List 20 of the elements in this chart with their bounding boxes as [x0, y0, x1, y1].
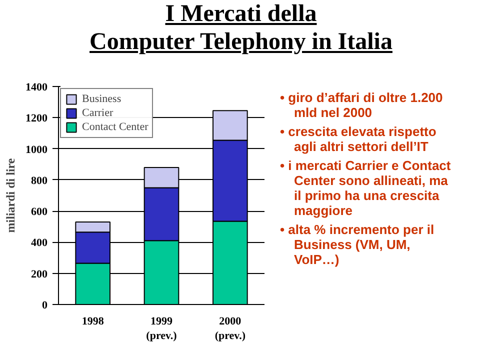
- y-tick-label: 400: [31, 237, 48, 250]
- x-tick-label: 1998: [82, 316, 104, 328]
- y-tick-label: 0: [42, 300, 48, 312]
- legend-label: Carrier: [82, 107, 114, 119]
- x-tick-label: 2000 (prev.): [214, 316, 246, 342]
- x-tick-label: 1999 (prev.): [146, 316, 178, 342]
- y-axis-title: miliardi di lire: [4, 158, 18, 233]
- y-tick-label: 1200: [26, 112, 48, 125]
- y-tick-label: 1000: [26, 144, 48, 156]
- text: • giro d’affari di oltre 1.200 mld nel 2000: [280, 90, 444, 120]
- legend-label: Contact Center: [82, 121, 148, 133]
- text: • i mercati Carrier e Contact Center sono allineati, ma il primo ha una crescita maggiore: [280, 158, 452, 218]
- text: • alta % incremento per il Business (VM, UM, VoIP…): [280, 222, 436, 267]
- y-tick-label: 800: [31, 174, 48, 187]
- y-tick-label: 600: [31, 206, 48, 218]
- chart-title: I Mercati della Computer Telephony in Italia: [88, 0, 394, 56]
- legend-label: Business: [82, 93, 122, 105]
- text: • crescita elevata rispetto agli altri settori dell’IT: [280, 124, 438, 154]
- y-tick-label: 200: [31, 268, 48, 280]
- y-tick-label: 1400: [26, 82, 48, 94]
